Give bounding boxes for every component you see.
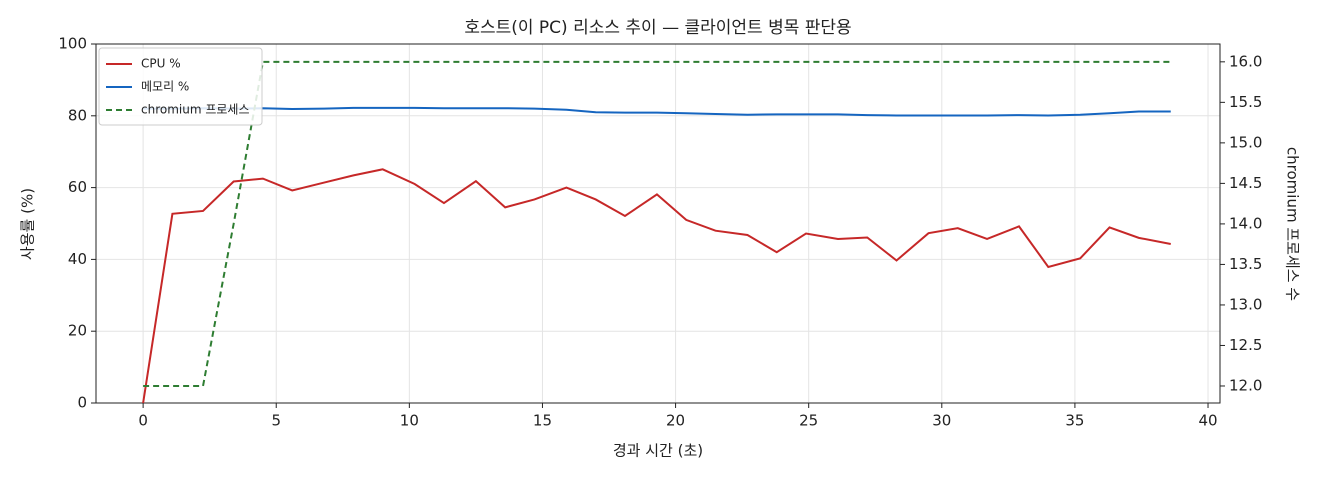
y-tick-label: 0 — [77, 394, 87, 412]
y2-tick-label: 12.5 — [1229, 336, 1262, 354]
x-tick-label: 5 — [271, 412, 281, 430]
y-tick-label: 60 — [68, 178, 87, 196]
y2-tick-label: 14.0 — [1229, 214, 1262, 232]
legend-label: chromium 프로세스 — [141, 103, 250, 117]
y-tick-label: 40 — [68, 250, 87, 268]
y2-tick-label: 12.0 — [1229, 376, 1262, 394]
legend-box — [98, 47, 263, 126]
plot-frame — [95, 43, 1221, 404]
y2-tick-label: 15.0 — [1229, 133, 1262, 151]
y-tick-label: 20 — [68, 322, 87, 340]
y2-axis-label: chromium 프로세스 수 — [1284, 147, 1302, 301]
x-tick-label: 10 — [400, 412, 419, 430]
data-line — [142, 168, 1171, 404]
x-tick-label: 40 — [1198, 412, 1217, 430]
x-tick-label: 20 — [666, 412, 685, 430]
x-tick-label: 30 — [932, 412, 951, 430]
data-line — [143, 60, 1171, 387]
y2-tick-label: 13.0 — [1229, 295, 1262, 313]
x-tick-label: 15 — [533, 412, 552, 430]
y2-tick-label: 14.5 — [1229, 174, 1262, 192]
chart-title: 호스트(이 PC) 리소스 추이 — 클라이언트 병목 판단용 — [464, 18, 851, 38]
y-axis-label: 사용률 (%) — [19, 188, 37, 260]
y2-tick-label: 13.5 — [1229, 255, 1262, 273]
y-tick-label: 80 — [68, 106, 87, 124]
y-tick-label: 100 — [58, 35, 87, 53]
x-axis-label: 경과 시간 (초) — [613, 442, 703, 460]
legend-label: 메모리 % — [141, 80, 189, 94]
data-line — [143, 106, 1171, 117]
y2-tick-label: 16.0 — [1229, 52, 1262, 70]
x-tick-label: 35 — [1065, 412, 1084, 430]
legend-label: CPU % — [141, 57, 181, 71]
y2-tick-label: 15.5 — [1229, 93, 1262, 111]
x-tick-label: 25 — [799, 412, 818, 430]
x-tick-label: 0 — [138, 412, 148, 430]
